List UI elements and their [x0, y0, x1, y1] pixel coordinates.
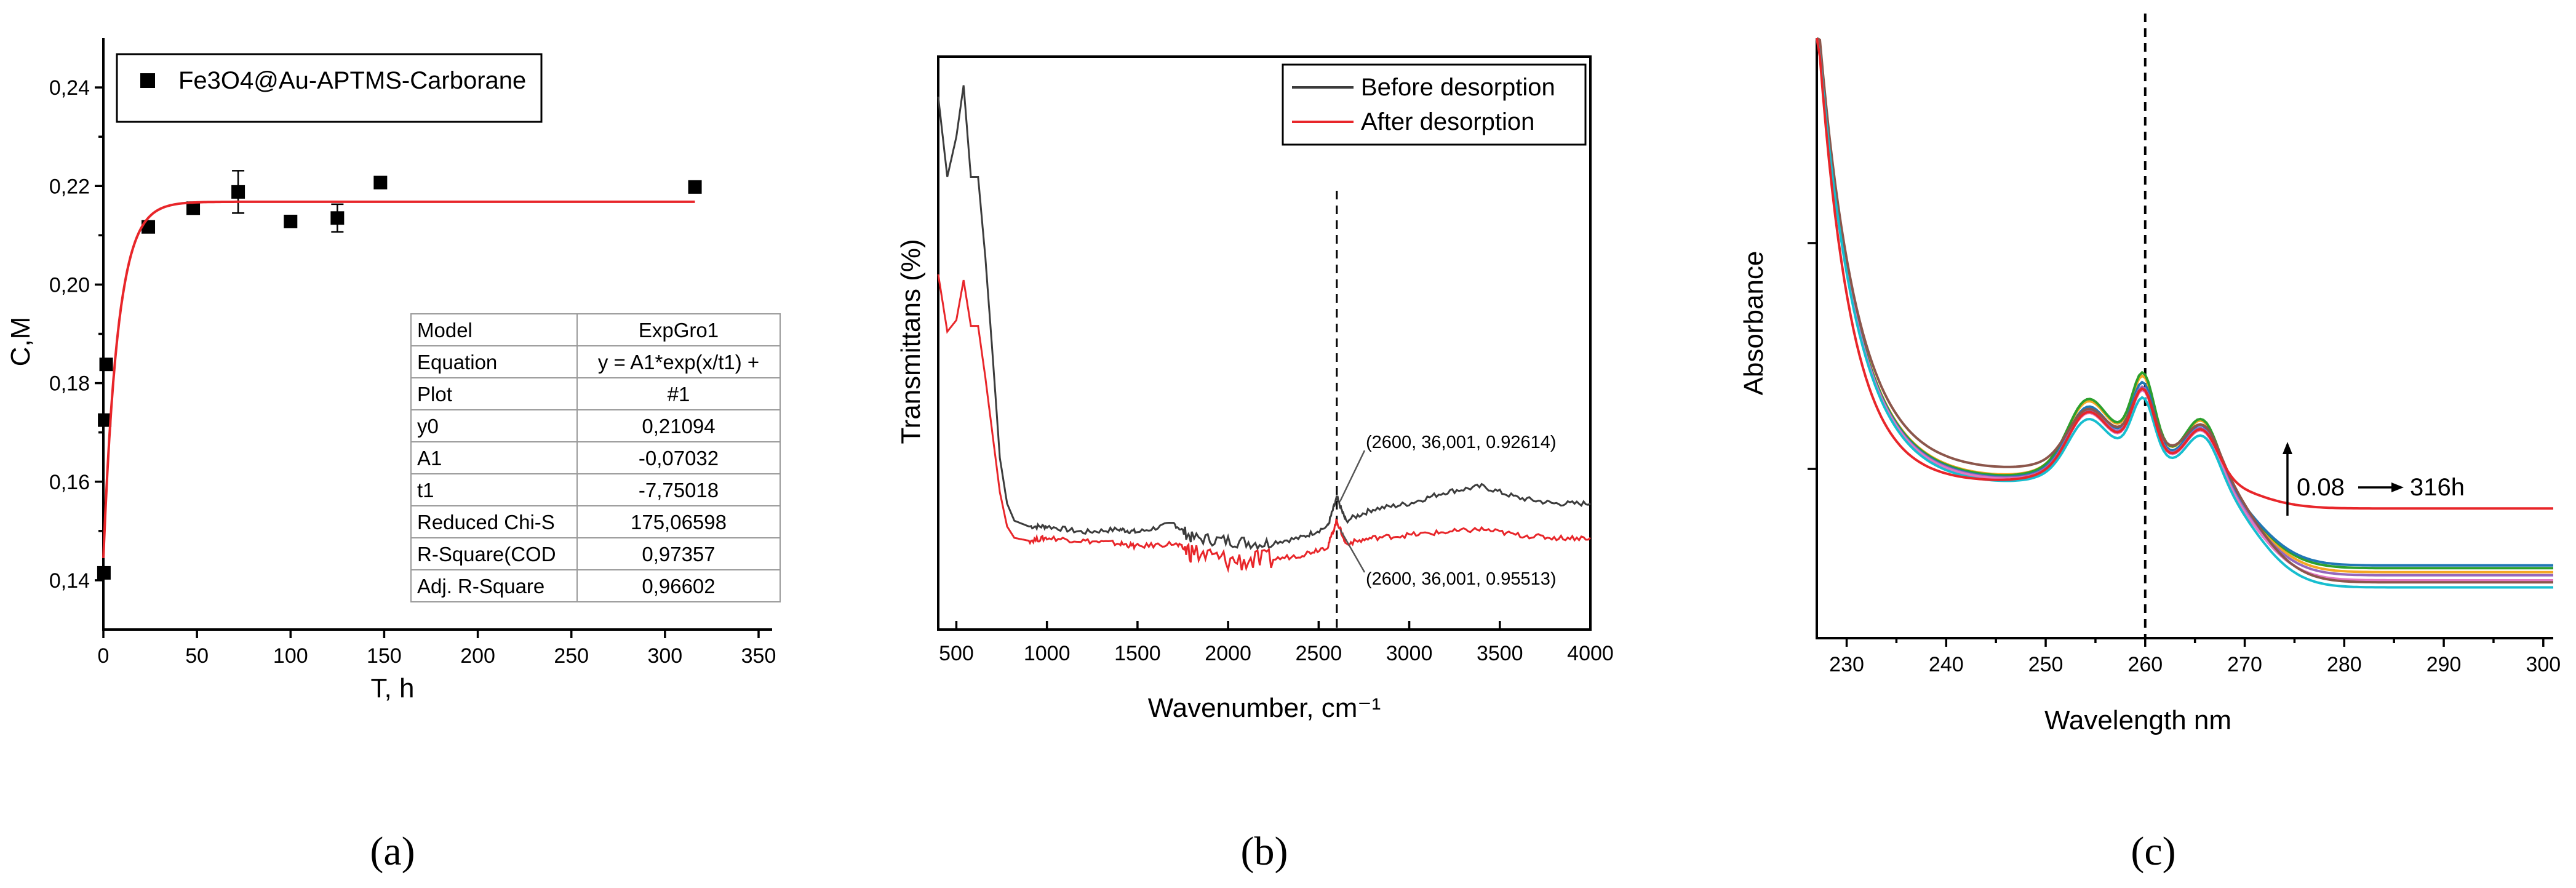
panel-b-xtick-label: 3000 — [1386, 642, 1433, 665]
panel-c-ylabel: Absorbance — [1739, 251, 1769, 396]
panel-c-xtick-label: 290 — [2426, 653, 2462, 676]
panel-a-fit-curve — [102, 200, 695, 558]
panel-c-caption: (c) — [2131, 829, 2175, 874]
panel-a-ytick-label: 0,22 — [49, 175, 90, 198]
panel-b-annotation-1: (2600, 36,001, 0.92614) — [1366, 433, 1557, 452]
panel-a-table-key: Equation — [417, 351, 497, 374]
panel-a-xtick-label: 50 — [185, 644, 209, 668]
panel-a-xtick-label: 100 — [273, 644, 308, 668]
panel-b-series-after — [937, 274, 1591, 574]
panel-a-table-value: ExpGro1 — [639, 319, 719, 342]
panel-a-data-point — [330, 211, 345, 225]
panel-a-xtick-label: 250 — [554, 644, 589, 668]
panel-a-table-value: 0,96602 — [642, 575, 715, 598]
panel-a-ylabel: C,M — [6, 317, 36, 367]
panel-c-xtick-label: 260 — [2127, 653, 2163, 676]
panel-a: 0 50 100 150 200 250 300 350 0,14 0,16 0,18 0,20 0,… — [6, 38, 781, 874]
panel-a-legend-box — [116, 53, 543, 123]
panel-a-table-value: 175,06598 — [631, 511, 727, 534]
panel-a-data-point — [373, 175, 388, 190]
panel-a-data-point — [98, 413, 112, 427]
panel-a-data-point — [231, 185, 245, 199]
panel-a-xtick-label: 200 — [460, 644, 495, 668]
panel-b-annotation-leader-1 — [1339, 450, 1366, 502]
panel-c-axes — [1816, 38, 2553, 639]
panel-a-xtick-label: 0 — [98, 644, 110, 668]
panel-b-xtick-label: 1000 — [1024, 642, 1071, 665]
panel-c-series-line — [1816, 38, 2553, 510]
panel-a-legend-label: Fe3O4@Au-APTMS-Carborane — [178, 67, 526, 94]
panel-a-table-key: t1 — [417, 479, 434, 502]
panel-c-xlabel: Wavelength nm — [2044, 705, 2231, 735]
panel-b-frame — [937, 55, 1592, 631]
panel-b-xtick-label: 2000 — [1205, 642, 1251, 665]
panel-b-series-before — [937, 85, 1591, 551]
panel-c-xtick-label: 250 — [2028, 653, 2064, 676]
panel-a-table-key: Reduced Chi-S — [417, 511, 555, 534]
panel-a-data-point — [284, 214, 298, 228]
panel-c-annotation-end: 316h — [2410, 474, 2465, 501]
panel-b-xtick-label: 3500 — [1477, 642, 1523, 665]
panel-c-up-arrowhead — [2283, 442, 2292, 454]
panel-b-xtick-label: 2500 — [1296, 642, 1342, 665]
panel-c-series-line — [1816, 38, 2553, 589]
panel-a-table-key: Adj. R-Square — [417, 575, 544, 598]
panel-a-table-value: -7,75018 — [639, 479, 719, 502]
panel-a-table-key: A1 — [417, 447, 442, 470]
panel-a-table-value: -0,07032 — [639, 447, 719, 470]
panel-a-data-point — [97, 566, 111, 580]
panel-a-table-key: y0 — [417, 415, 439, 438]
panel-a-table-value: #1 — [668, 383, 690, 406]
panel-b-legend-box — [1282, 63, 1587, 146]
panel-b: 500 1000 1500 2000 2500 3000 3500 4000 Before d… — [896, 55, 1614, 874]
panel-c-series-line — [1816, 37, 2553, 584]
panel-b-annotation-2: (2600, 36,001, 0.95513) — [1366, 569, 1557, 589]
panel-a-table-value: y = A1*exp(x/t1) + — [598, 351, 759, 374]
panel-a-legend-marker — [140, 73, 155, 88]
panel-c-xtick-label: 300 — [2526, 653, 2561, 676]
panel-b-caption: (b) — [1241, 829, 1288, 874]
panel-b-xtick-label: 500 — [939, 642, 974, 665]
panel-c-xtick-label: 280 — [2327, 653, 2362, 676]
panel-a-table-frame — [410, 313, 781, 602]
panel-c-xtick-label: 230 — [1829, 653, 1864, 676]
panel-a-ytick-label: 0,16 — [49, 471, 90, 494]
panel-a-table-value: 0,97357 — [642, 543, 715, 566]
panel-c: 230 240 250 260 270 280 290 300 0.08 316h Wavel… — [1739, 14, 2561, 874]
panel-a-ytick-label: 0,24 — [49, 76, 90, 100]
panel-b-annotation-leader-2 — [1339, 529, 1366, 573]
panel-a-xtick-label: 300 — [647, 644, 682, 668]
panel-b-ylabel: Transmittans (%) — [896, 239, 926, 444]
panel-a-data-point — [186, 201, 201, 215]
panel-b-legend-before: Before desorption — [1361, 74, 1555, 101]
panel-b-xtick-label: 1500 — [1114, 642, 1161, 665]
panel-b-xlabel: Wavenumber, cm⁻¹ — [1148, 693, 1381, 723]
panel-a-caption: (a) — [370, 829, 415, 874]
panel-a-xtick-label: 350 — [741, 644, 776, 668]
panel-c-xtick-label: 240 — [1929, 653, 1964, 676]
panel-a-table-key: Plot — [417, 383, 452, 406]
panel-a-parameter-table: Model ExpGro1 Equation y = A1*exp(x/t1) + Pl… — [410, 313, 781, 602]
panel-a-xlabel: T, h — [371, 673, 415, 703]
panel-a-ytick-label: 0,18 — [49, 372, 90, 396]
panel-a-data-point — [99, 358, 113, 372]
panel-b-legend-after: After desorption — [1361, 108, 1534, 135]
panel-a-table-value: 0,21094 — [642, 415, 715, 438]
panel-b-xtick-label: 4000 — [1567, 642, 1614, 665]
panel-a-table-key: R-Square(COD — [417, 543, 556, 566]
panel-a-data-point — [688, 180, 702, 194]
panel-c-right-arrowhead — [2391, 482, 2404, 492]
panel-a-table-key: Model — [417, 319, 473, 342]
panel-c-xtick-label: 270 — [2227, 653, 2262, 676]
panel-a-ytick-label: 0,14 — [49, 569, 90, 593]
panel-a-ytick-label: 0,20 — [49, 273, 90, 297]
panel-a-xtick-label: 150 — [367, 644, 402, 668]
panel-c-annotation-start: 0.08 — [2297, 474, 2345, 501]
